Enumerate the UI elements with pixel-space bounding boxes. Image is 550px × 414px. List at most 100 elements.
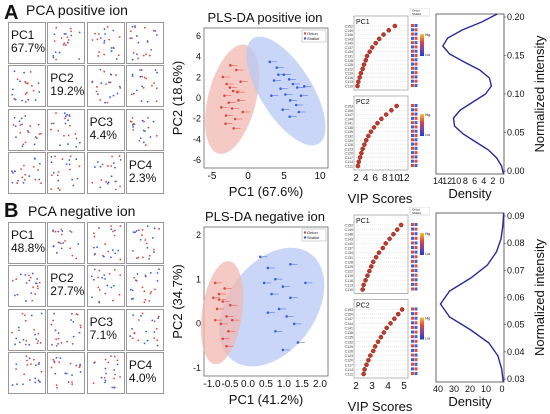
vip-heat-cell	[411, 330, 414, 334]
pca-scatter-cell	[125, 65, 164, 108]
onion-point	[19, 123, 22, 126]
shallot-point	[129, 37, 132, 40]
onion-point	[142, 120, 145, 123]
onion-point	[150, 85, 153, 87]
onion-point	[236, 90, 239, 94]
shallot-point	[22, 338, 25, 341]
vip-colorbar	[420, 317, 424, 340]
shallot-point	[297, 110, 301, 114]
pca-scatter-svg	[52, 26, 81, 61]
x-tick-label: -0.5	[221, 379, 239, 390]
vip-score-point	[376, 36, 382, 42]
shallot-point	[92, 246, 95, 249]
shallot-point	[52, 54, 55, 57]
density-y-tick-label: 0.00	[507, 166, 525, 176]
onion-point	[11, 331, 14, 334]
onion-point	[103, 376, 106, 379]
shallot-point	[39, 341, 42, 344]
onion-point	[113, 234, 116, 237]
onion-point	[60, 341, 63, 344]
shallot-point	[28, 175, 31, 177]
onion-point	[133, 277, 135, 279]
onion-point	[29, 277, 32, 279]
onion-point	[29, 124, 32, 127]
density-y-tick-label: 0.08	[507, 238, 525, 248]
shallot-point	[50, 155, 53, 158]
shallot-point	[59, 143, 62, 146]
shallot-point	[38, 178, 41, 181]
onion-point	[113, 269, 116, 272]
shallot-point	[15, 363, 18, 366]
legend-box	[301, 228, 327, 242]
shallot-point	[26, 129, 29, 132]
onion-point	[35, 136, 38, 139]
onion-point	[235, 68, 238, 72]
shallot-point	[275, 66, 279, 69]
vip-heat-cell	[414, 246, 418, 250]
shallot-point	[135, 53, 138, 56]
onion-point	[54, 40, 56, 43]
vip-heat-cell	[411, 129, 414, 133]
feature-label: C153	[345, 308, 353, 312]
shallot-point	[21, 123, 23, 125]
vip-score-point	[389, 107, 394, 113]
vip-score-point	[369, 264, 374, 269]
onion-point	[119, 225, 121, 228]
shallot-point	[288, 115, 292, 118]
onion-point	[75, 257, 78, 260]
shallot-point	[54, 372, 57, 375]
vip-x-tick-label: 4	[363, 173, 369, 184]
shallot-point	[23, 72, 26, 74]
onion-point	[217, 292, 221, 296]
onion-point	[37, 332, 40, 335]
pca-diagonal-cell: PC4 2.3%	[125, 151, 164, 194]
onion-point	[157, 315, 160, 318]
pc-variance-label: PC4 4.0%	[129, 358, 156, 385]
shallot-confidence-ellipse	[246, 36, 326, 146]
onion-point	[138, 139, 141, 142]
shallot-point	[35, 337, 38, 340]
pca-scatter-cell	[86, 222, 125, 264]
onion-point	[131, 336, 134, 339]
shallot-point	[52, 56, 55, 59]
onion-point	[79, 324, 82, 326]
vip-heat-cell	[414, 54, 418, 57]
pca-diagonal-cell: PC1 48.8%	[8, 222, 46, 264]
vip-score-point	[394, 227, 400, 232]
onion-point	[50, 128, 53, 131]
shallot-point	[289, 262, 292, 266]
shallot-point	[287, 78, 291, 81]
vip-panel-label: PC2	[356, 303, 370, 310]
shallot-point	[270, 292, 273, 296]
vip-heat-cell	[411, 84, 414, 87]
vip-heat-cell	[411, 353, 414, 357]
onion-point	[225, 344, 228, 348]
y-tick-label: 2	[196, 72, 201, 82]
shallot-point	[135, 230, 138, 232]
onion-point	[55, 384, 58, 386]
shallot-point	[37, 363, 40, 365]
shallot-point	[13, 170, 16, 173]
shallot-point	[90, 296, 93, 299]
vip-heat-cell	[414, 278, 418, 282]
feature-label: C147	[345, 113, 353, 117]
pca-scatter-svg	[11, 157, 42, 184]
shallot-point	[11, 170, 13, 173]
onion-point	[95, 86, 98, 89]
vip-heat-cell	[411, 36, 414, 40]
vip-score-point	[356, 159, 362, 165]
shallot-point	[141, 85, 143, 88]
shallot-point	[90, 81, 93, 84]
vip-legend-label: Onion	[412, 208, 420, 212]
onion-point	[27, 130, 30, 133]
pca-scatter-svg	[50, 356, 82, 389]
vip-colorbar	[420, 233, 424, 255]
feature-label: C111	[345, 165, 353, 169]
onion-point	[24, 343, 27, 346]
vip-heat-cell	[414, 66, 418, 70]
vip-score-point	[364, 53, 370, 59]
vip-heat-cell	[414, 41, 418, 45]
vip-heat-cell	[411, 45, 414, 49]
density-y-tick-label: 0.09	[507, 211, 525, 221]
y-tick-label: 6	[196, 31, 201, 41]
